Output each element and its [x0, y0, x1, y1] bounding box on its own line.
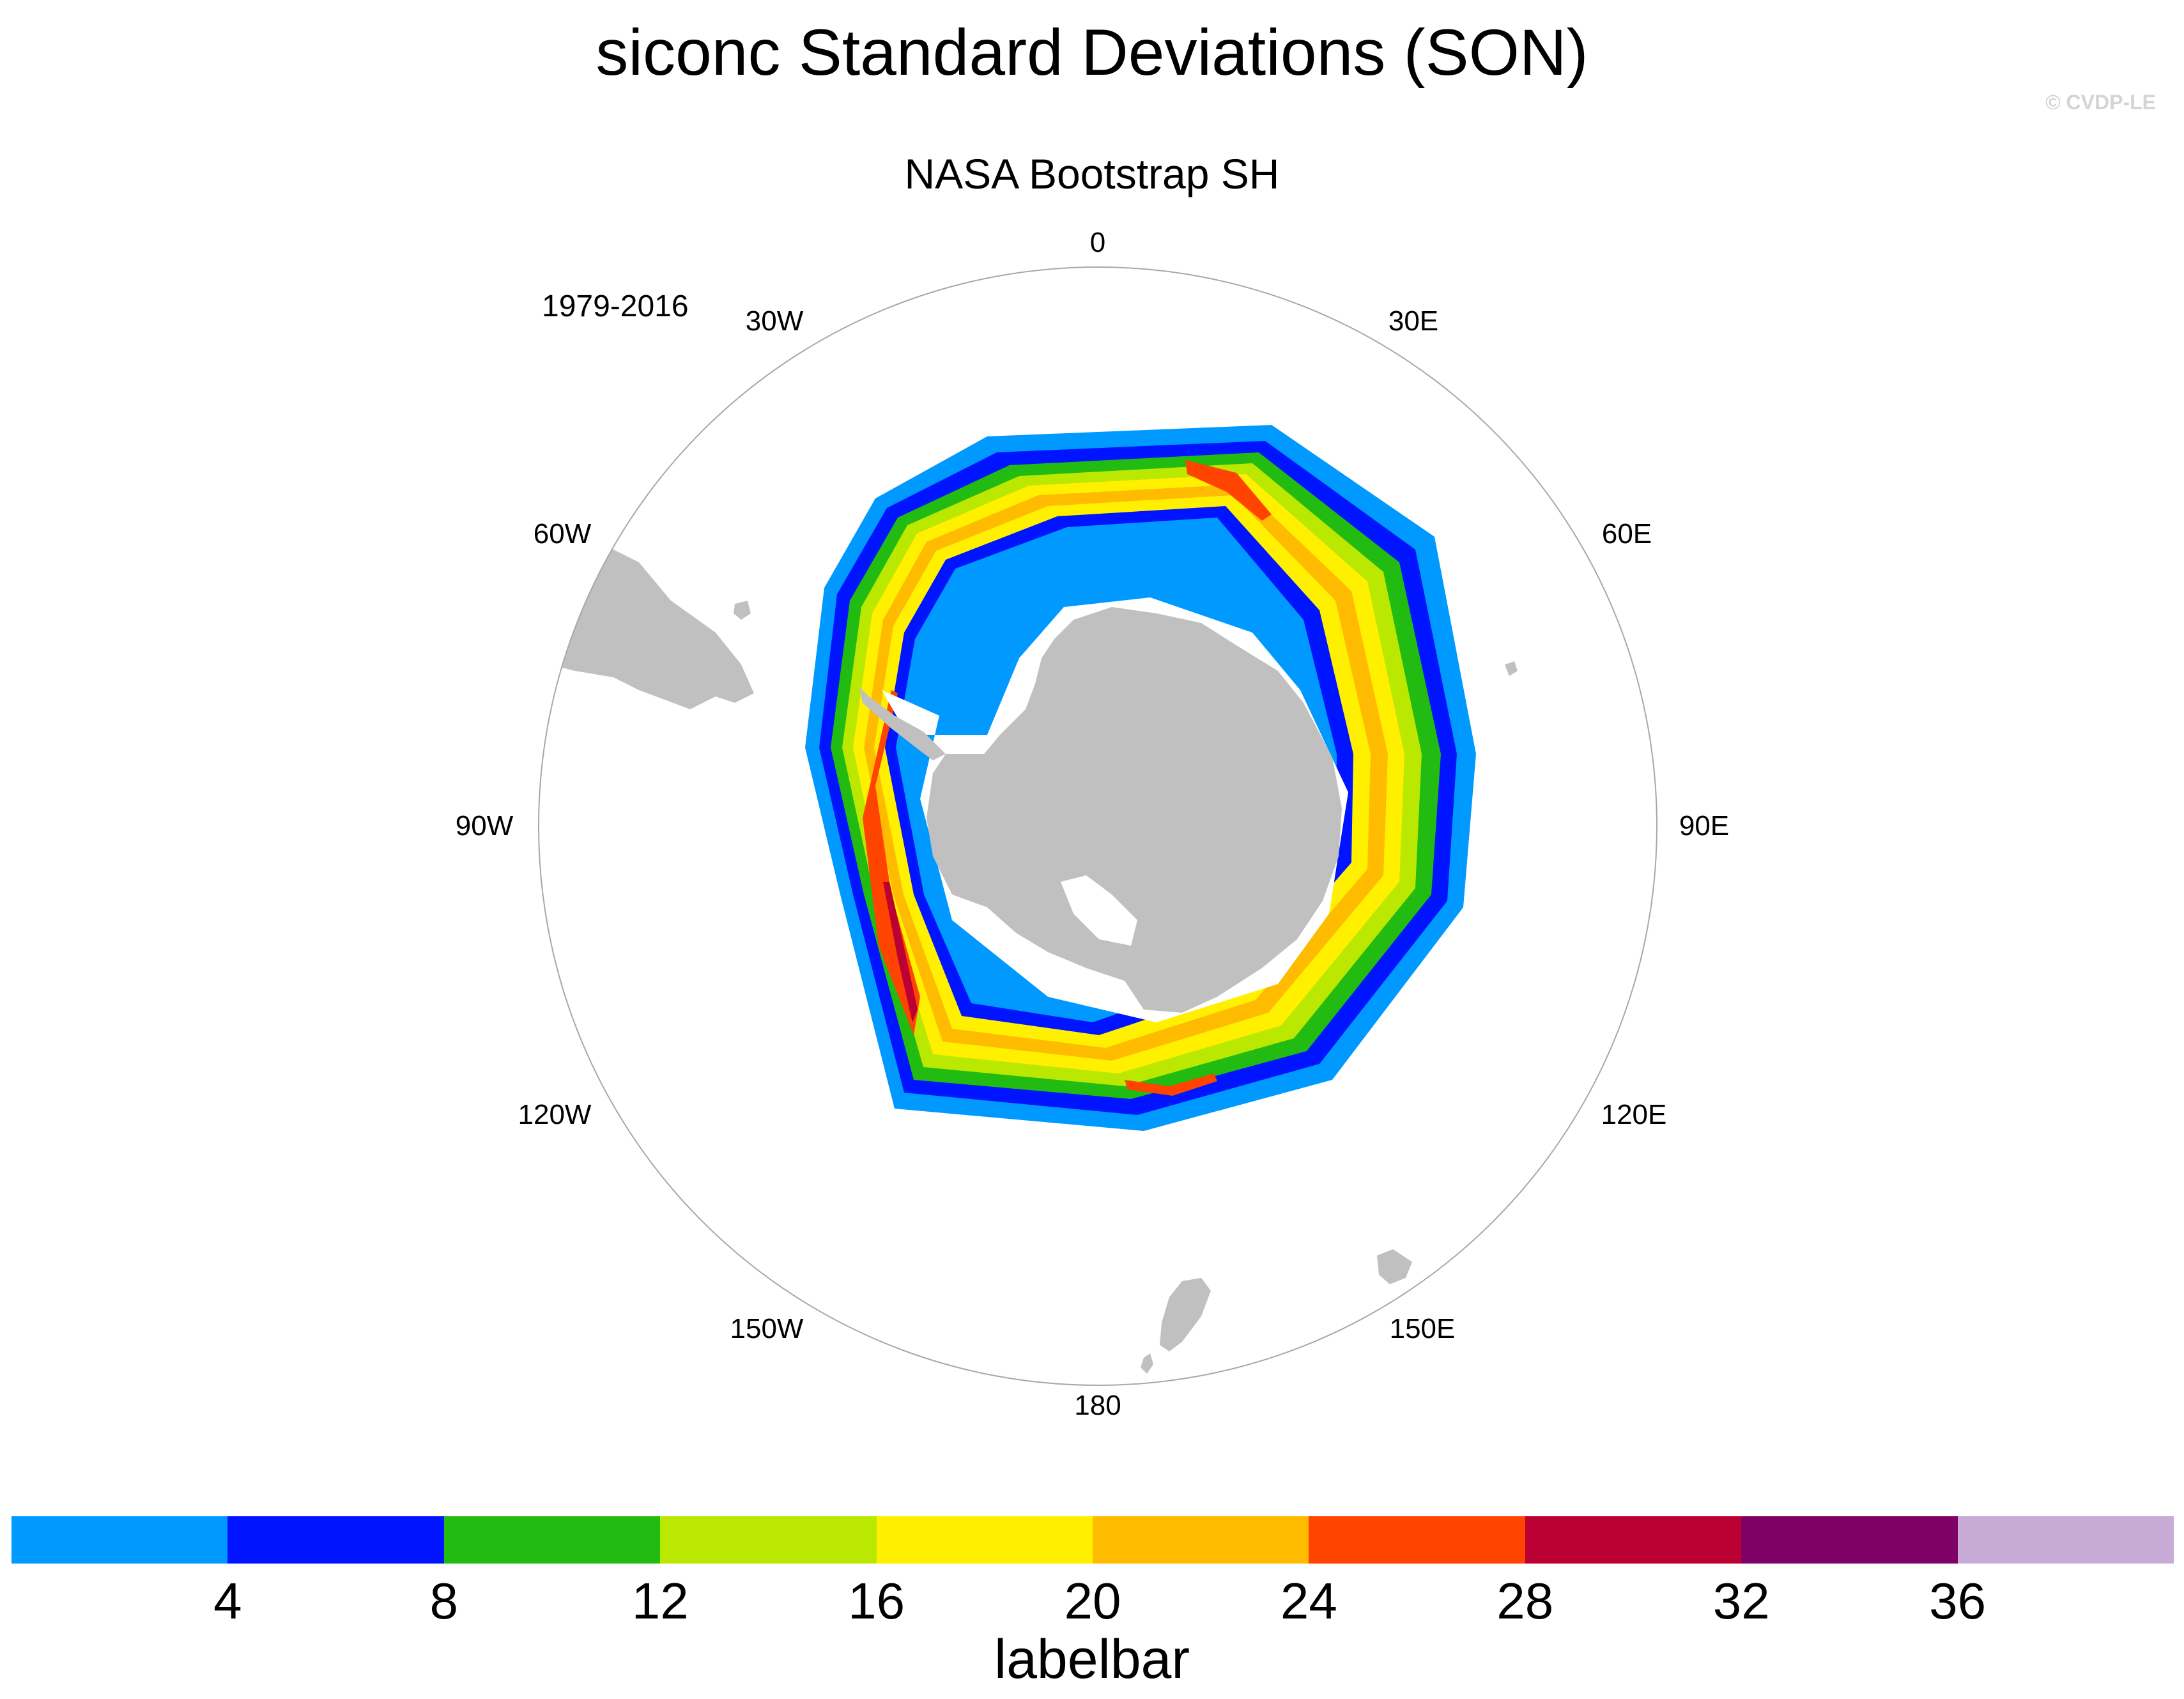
lon-label-60w: 60W — [533, 518, 592, 550]
lon-label-120w: 120W — [518, 1099, 592, 1130]
colorbar-tick-label: 8 — [429, 1572, 459, 1629]
falklands — [734, 601, 751, 620]
colorbar-box-2 — [443, 1516, 661, 1564]
hotspot-ross — [1125, 1073, 1217, 1096]
colorbar-box-8 — [1741, 1516, 1958, 1564]
hotspot-weddell — [863, 690, 920, 1035]
lon-label-60e: 60E — [1601, 518, 1652, 550]
colorbar-tick-label: 28 — [1496, 1572, 1554, 1629]
ross-ice-shelf — [1061, 875, 1137, 946]
colorbar-box-5 — [1093, 1516, 1309, 1564]
lon-label-90w: 90W — [455, 810, 514, 842]
hotspot-east — [1185, 460, 1272, 521]
colorbar-title: labelbar — [994, 1629, 1190, 1690]
antarctica — [927, 607, 1342, 1013]
lon-label-30e: 30E — [1388, 305, 1439, 337]
lon-label-30w: 30W — [745, 305, 804, 337]
colorbar-tick-label: 16 — [848, 1572, 905, 1629]
credit-watermark: © CVDP-LE — [2045, 91, 2156, 114]
colorbar-tick-label: 4 — [213, 1572, 242, 1629]
new-zealand-south — [1160, 1278, 1211, 1351]
lon-label-90e: 90E — [1679, 810, 1730, 842]
page-title: siconc Standard Deviations (SON) — [596, 16, 1588, 89]
colorbar-box-1 — [227, 1516, 444, 1564]
colorbar-box-7 — [1525, 1516, 1742, 1564]
colorbar-box-4 — [876, 1516, 1093, 1564]
south-america — [550, 550, 754, 709]
lon-label-150w: 150W — [730, 1313, 804, 1344]
kerguelen — [1505, 661, 1518, 676]
polar-map — [538, 266, 1657, 1386]
colorbar-tick-label: 20 — [1064, 1572, 1121, 1629]
period-label: 1979-2016 — [542, 289, 689, 323]
colorbar-tick-label: 12 — [631, 1572, 689, 1629]
lon-label-180: 180 — [1074, 1390, 1121, 1421]
colorbar-tick-label: 36 — [1929, 1572, 1987, 1629]
lon-label-120e: 120E — [1601, 1099, 1667, 1130]
map-subtitle: NASA Bootstrap SH — [904, 150, 1280, 197]
colorbar-tick-label: 32 — [1712, 1572, 1770, 1629]
auckland-islands — [1377, 1249, 1412, 1284]
colorbar-box-9 — [1957, 1516, 2174, 1564]
lon-label-150e: 150E — [1389, 1313, 1456, 1344]
hotspot-weddell-core — [883, 882, 918, 1022]
lon-label-0: 0 — [1089, 227, 1106, 258]
colorbar-tick-label: 24 — [1280, 1572, 1337, 1629]
antarctic-peninsula — [859, 687, 946, 760]
colorbar — [12, 1516, 2174, 1564]
colorbar-box-3 — [660, 1516, 877, 1564]
colorbar-box-0 — [12, 1516, 228, 1564]
new-zealand-stewart — [1141, 1353, 1153, 1374]
map-boundary — [538, 266, 1657, 1386]
colorbar-box-6 — [1309, 1516, 1525, 1564]
